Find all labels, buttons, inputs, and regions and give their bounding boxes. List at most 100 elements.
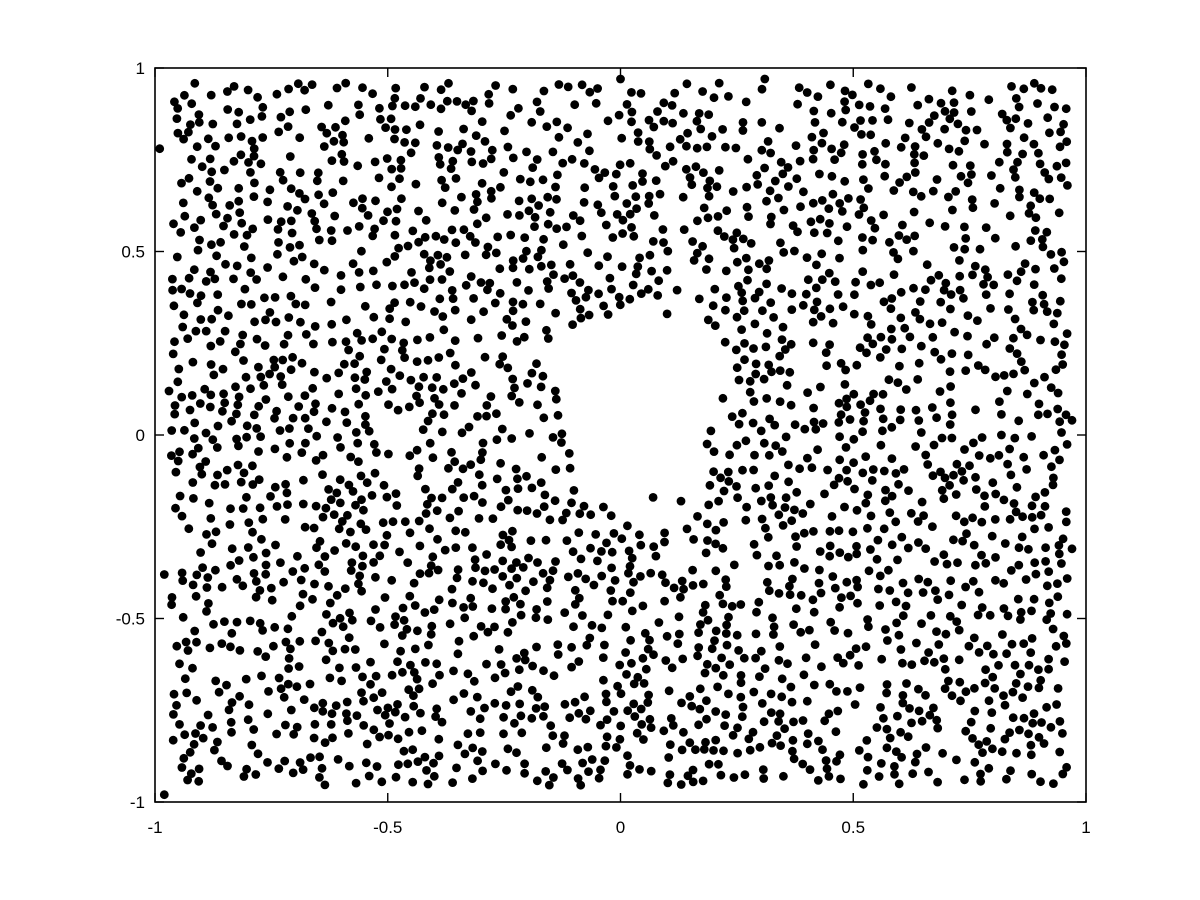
scatter-point — [276, 558, 285, 567]
scatter-point — [1044, 654, 1053, 664]
scatter-point — [933, 723, 943, 733]
scatter-point — [777, 692, 787, 702]
scatter-point — [895, 178, 904, 187]
scatter-point — [420, 752, 430, 762]
scatter-point — [428, 679, 437, 689]
scatter-point — [495, 288, 505, 298]
scatter-point — [885, 508, 895, 517]
scatter-point — [469, 491, 479, 501]
scatter-point — [312, 224, 321, 234]
scatter-point — [443, 143, 453, 152]
scatter-point — [835, 253, 844, 263]
scatter-point — [789, 620, 798, 629]
scatter-point — [749, 397, 759, 406]
scatter-point — [361, 411, 370, 421]
scatter-point — [185, 289, 195, 298]
scatter-point — [530, 212, 540, 222]
scatter-point — [309, 703, 319, 713]
scatter-point — [491, 248, 501, 258]
scatter-point — [913, 375, 923, 384]
scatter-point — [1023, 119, 1033, 128]
scatter-point — [877, 654, 887, 664]
scatter-point — [251, 770, 261, 779]
scatter-point — [449, 379, 459, 389]
scatter-point — [469, 294, 478, 303]
scatter-point — [351, 500, 360, 510]
scatter-point — [414, 382, 424, 392]
scatter-point — [1052, 308, 1062, 318]
scatter-point — [358, 551, 368, 561]
scatter-point — [249, 725, 259, 734]
scatter-point — [249, 410, 259, 420]
scatter-point — [320, 552, 330, 561]
scatter-point — [188, 663, 197, 673]
scatter-point — [466, 272, 476, 281]
scatter-point — [930, 557, 939, 566]
scatter-point — [293, 79, 303, 89]
scatter-point — [409, 578, 419, 588]
scatter-point — [600, 756, 610, 765]
scatter-point — [440, 545, 450, 555]
scatter-point — [1047, 85, 1057, 95]
scatter-point — [853, 582, 862, 592]
scatter-point — [416, 708, 425, 718]
scatter-point — [610, 191, 620, 201]
scatter-point — [178, 322, 188, 332]
scatter-point — [646, 723, 656, 732]
scatter-point — [502, 765, 511, 775]
scatter-point — [543, 334, 553, 343]
scatter-point — [346, 566, 356, 575]
scatter-point — [256, 432, 265, 441]
scatter-point — [968, 576, 978, 586]
scatter-point — [1010, 314, 1020, 324]
scatter-point — [654, 618, 664, 627]
scatter-point — [336, 271, 346, 280]
scatter-point — [369, 693, 379, 703]
scatter-point — [468, 602, 478, 611]
scatter-point — [849, 309, 859, 319]
scatter-point — [460, 749, 470, 759]
scatter-point — [403, 558, 413, 567]
scatter-point — [217, 582, 227, 592]
scatter-point — [492, 435, 502, 445]
scatter-point — [895, 415, 905, 425]
scatter-point — [176, 228, 186, 237]
scatter-point — [817, 138, 827, 148]
scatter-point — [425, 438, 435, 448]
scatter-point — [897, 344, 907, 354]
scatter-point — [476, 278, 486, 287]
scatter-point — [411, 179, 421, 189]
scatter-point — [576, 554, 586, 564]
scatter-point — [429, 758, 438, 768]
scatter-point — [1022, 330, 1032, 340]
scatter-point — [387, 575, 397, 585]
scatter-point — [717, 653, 726, 663]
scatter-point — [724, 477, 734, 486]
scatter-point — [562, 222, 571, 232]
scatter-point — [830, 583, 840, 593]
scatter-point — [480, 137, 490, 146]
scatter-point — [739, 306, 749, 316]
scatter-point — [285, 152, 295, 161]
scatter-point — [196, 721, 206, 730]
scatter-point — [785, 581, 794, 591]
scatter-point — [270, 293, 280, 302]
scatter-point — [898, 698, 908, 708]
scatter-point — [663, 246, 673, 256]
scatter-point — [693, 512, 702, 521]
scatter-point — [487, 193, 496, 203]
scatter-point — [261, 315, 270, 325]
scatter-point — [413, 471, 423, 481]
scatter-point — [826, 617, 836, 627]
scatter-point — [947, 433, 957, 443]
scatter-point — [486, 154, 496, 164]
scatter-point — [694, 720, 703, 730]
scatter-point — [885, 586, 895, 595]
scatter-point — [1043, 113, 1053, 123]
scatter-point — [457, 428, 467, 438]
scatter-point — [242, 230, 252, 240]
scatter-point — [371, 605, 380, 614]
scatter-point — [519, 332, 529, 342]
scatter-point — [836, 410, 846, 420]
scatter-point — [436, 260, 445, 269]
